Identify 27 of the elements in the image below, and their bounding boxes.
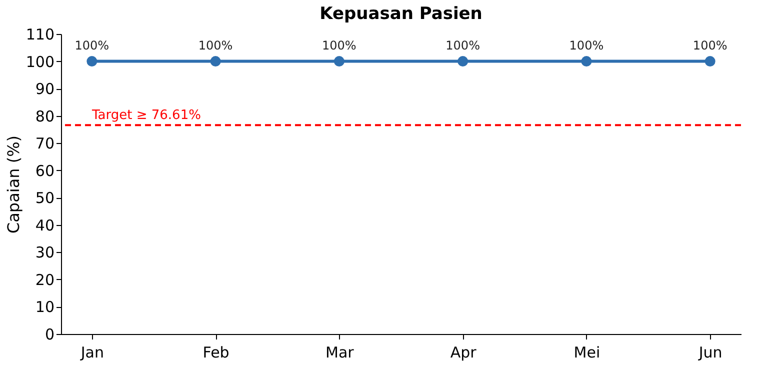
y-tick-label: 100: [26, 52, 54, 71]
y-tick-label: 0: [44, 326, 54, 344]
y-tick-label: 110: [26, 26, 54, 44]
y-tick-label: 60: [35, 162, 54, 180]
chart-title: Kepuasan Pasien: [320, 4, 482, 24]
y-tick-label: 80: [35, 107, 54, 126]
x-tick-label: Feb: [202, 344, 230, 362]
y-tick-label: 10: [35, 298, 54, 316]
text: 100%: [198, 38, 233, 52]
x-tick-label: Jun: [698, 344, 722, 362]
y-tick-label: 30: [35, 244, 54, 262]
x-tick-label: Apr: [450, 344, 478, 362]
ref-line-label: Target ≥ 76.61%: [91, 108, 201, 124]
text: 100%: [74, 38, 110, 52]
y-tick-label: 70: [35, 134, 54, 153]
y-axis-title: Capaian (%): [4, 135, 23, 234]
x-tick-label: Mei: [574, 344, 600, 362]
y-tick-label: 40: [35, 216, 54, 234]
y-tick-label: 90: [35, 80, 54, 98]
y-tick-label: 50: [35, 189, 54, 208]
y-tick-label: 20: [35, 270, 54, 289]
x-tick-label: Jan: [80, 344, 104, 362]
x-tick-label: Mar: [326, 344, 355, 362]
text: 100%: [692, 38, 728, 52]
text: 100%: [446, 38, 480, 52]
text: 100%: [569, 38, 604, 52]
text: 100%: [322, 38, 356, 52]
